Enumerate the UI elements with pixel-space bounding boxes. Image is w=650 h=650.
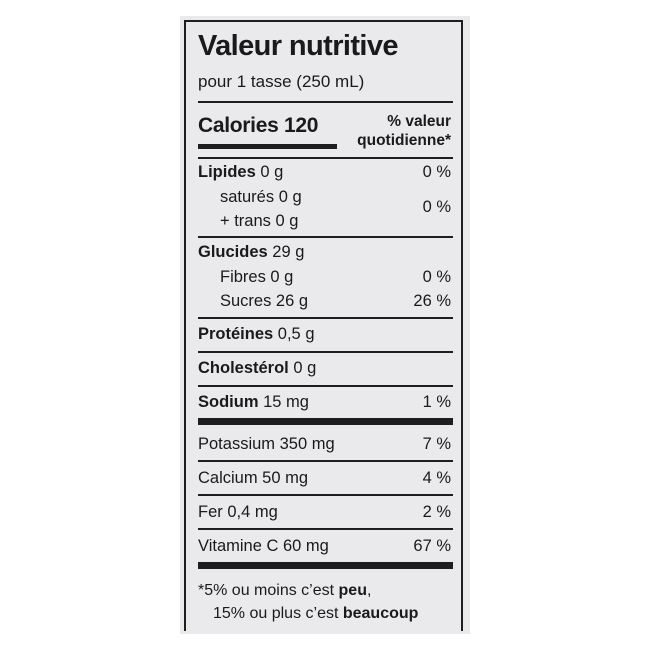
footnote-line2-text: 15% ou plus c’est <box>213 605 339 622</box>
rule-thin <box>198 236 453 238</box>
footnote-line2: 15% ou plus c’est beaucoup <box>198 602 418 625</box>
nutrition-facts-card: Valeur nutritive pour 1 tasse (250 mL) C… <box>180 16 470 634</box>
cholesterol-label: Cholestérol <box>198 359 289 377</box>
proteines-label: Protéines <box>198 325 274 343</box>
footnote: *5% ou moins c’est peu, 15% ou plus c’es… <box>198 579 418 625</box>
daily-value-header-line1: % valeur <box>387 113 451 130</box>
row-fibres: Fibres 0 g <box>220 268 294 286</box>
row-sucres: Sucres 26 g <box>220 292 309 310</box>
daily-value-header: % valeur quotidienne* <box>357 112 451 150</box>
footnote-line1-emphasis: peu <box>338 582 367 599</box>
fer-dv: 2 % <box>422 503 451 521</box>
rule-thin <box>198 528 453 530</box>
row-vitamine-c: Vitamine C 60 mg <box>198 537 329 555</box>
rule-thin <box>198 460 453 462</box>
sucres-dv: 26 % <box>413 292 451 310</box>
satures-trans-dv: 0 % <box>422 198 451 216</box>
footnote-line1: *5% ou moins c’est peu, <box>198 579 418 602</box>
row-glucides: Glucides 29 g <box>198 243 304 262</box>
label-title: Valeur nutritive <box>198 30 399 62</box>
proteines-amount: 0,5 g <box>277 325 315 343</box>
glucides-amount: 29 g <box>272 243 305 261</box>
lipides-label: Lipides <box>198 163 256 181</box>
calories-value: 120 <box>284 114 319 137</box>
footnote-line2-emphasis: beaucoup <box>342 605 419 622</box>
rule-thin <box>198 317 453 319</box>
row-trans: + trans 0 g <box>220 212 299 230</box>
calories-label: Calories <box>198 114 279 137</box>
footnote-line1-comma: , <box>366 582 372 599</box>
rule-thick <box>198 562 453 569</box>
calories-underline <box>198 144 337 149</box>
glucides-label: Glucides <box>198 243 268 261</box>
rule-thin <box>198 157 453 159</box>
fibres-dv: 0 % <box>422 268 451 286</box>
calcium-dv: 4 % <box>422 469 451 487</box>
row-calcium: Calcium 50 mg <box>198 469 309 487</box>
cholesterol-amount: 0 g <box>293 359 317 377</box>
calories-row: Calories 120 <box>198 114 318 138</box>
vitamine-c-dv: 67 % <box>413 537 451 555</box>
sodium-amount: 15 mg <box>263 393 309 411</box>
rule-thin <box>198 385 453 387</box>
row-sodium: Sodium 15 mg <box>198 393 309 412</box>
potassium-dv: 7 % <box>422 435 451 453</box>
daily-value-header-line2: quotidienne* <box>357 132 451 149</box>
row-fer: Fer 0,4 mg <box>198 503 278 521</box>
row-proteines: Protéines 0,5 g <box>198 325 315 344</box>
rule-thick <box>198 418 453 425</box>
nutrition-facts-panel: Valeur nutritive pour 1 tasse (250 mL) C… <box>184 20 463 631</box>
row-lipides: Lipides 0 g <box>198 163 283 182</box>
row-satures: saturés 0 g <box>220 188 302 206</box>
lipides-dv: 0 % <box>422 163 451 181</box>
rule-thin <box>198 351 453 353</box>
lipides-amount: 0 g <box>260 163 284 181</box>
row-potassium: Potassium 350 mg <box>198 435 335 453</box>
rule-thin <box>198 101 453 103</box>
row-cholesterol: Cholestérol 0 g <box>198 359 316 378</box>
sodium-label: Sodium <box>198 393 259 411</box>
footnote-line1-text: *5% ou moins c’est <box>198 582 335 599</box>
rule-thin <box>198 494 453 496</box>
sodium-dv: 1 % <box>422 393 451 411</box>
serving-size: pour 1 tasse (250 mL) <box>198 72 365 91</box>
